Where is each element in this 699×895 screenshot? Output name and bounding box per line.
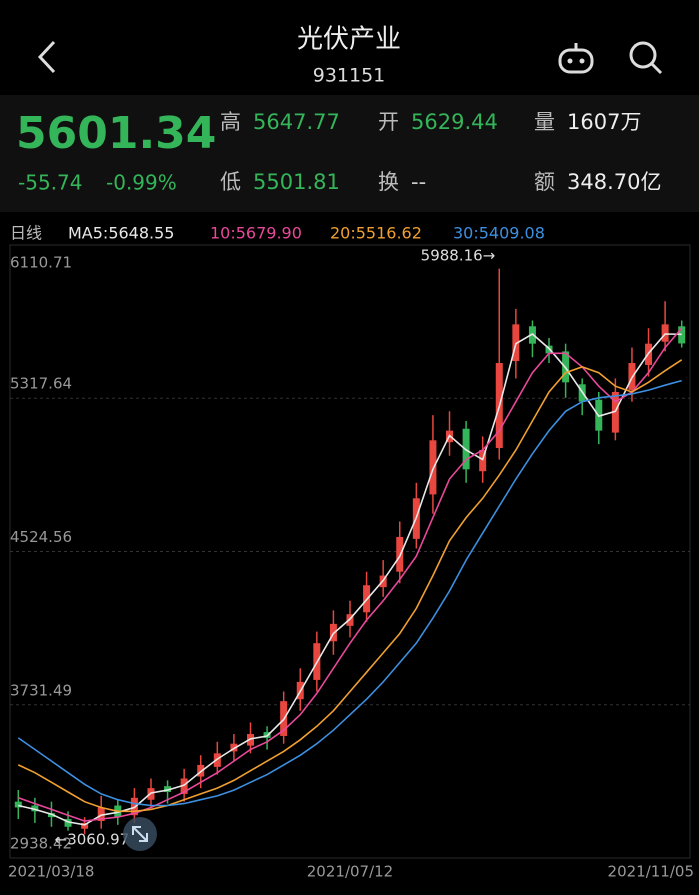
field-label: 低 — [220, 170, 241, 194]
field-label: 换 — [378, 170, 399, 194]
candle-body — [164, 786, 172, 792]
candle-body — [64, 819, 72, 827]
search-icon[interactable] — [629, 41, 663, 75]
field-value: 5629.44 — [411, 110, 498, 134]
period: 日线 — [10, 224, 42, 243]
field-label: 量 — [534, 110, 555, 134]
candle-body — [479, 449, 487, 472]
ma-line — [18, 327, 683, 822]
field-label: 额 — [534, 170, 555, 194]
field-value: 1607万 — [567, 110, 641, 134]
ma-line — [17, 359, 683, 813]
price: 5601.34 — [16, 108, 216, 159]
candle-body — [661, 324, 669, 342]
legend-entry: 30:5409.08 — [453, 224, 545, 243]
code: 931151 — [313, 65, 386, 87]
back-button[interactable] — [37, 40, 56, 74]
quote-panel — [0, 95, 699, 210]
field-label: 开 — [378, 110, 399, 134]
x-tick-label: 2021/07/12 — [307, 863, 393, 881]
field-value: 5647.77 — [253, 110, 340, 134]
candle-body — [180, 778, 188, 794]
candle-body — [213, 753, 221, 767]
y-tick-label: 2938.42 — [10, 835, 72, 853]
field-value: 5501.81 — [253, 170, 340, 194]
candle-body — [429, 440, 437, 495]
y-tick-label: 3731.49 — [10, 681, 72, 699]
field-value: -- — [411, 170, 426, 194]
legend-entry: 20:5516.62 — [330, 224, 422, 243]
candle-body — [14, 801, 22, 808]
robot-icon[interactable] — [558, 43, 594, 74]
candle-body — [611, 391, 619, 433]
candle-body — [230, 743, 238, 752]
title: 光伏产业 — [297, 25, 401, 55]
field-label: 高 — [220, 110, 241, 134]
change: -55.74 — [18, 171, 82, 195]
change-pct: -0.99% — [106, 171, 177, 195]
ma-line — [17, 379, 682, 807]
ma-line — [18, 333, 682, 826]
expand-button[interactable] — [123, 817, 157, 851]
candle-body — [47, 813, 55, 818]
top-bar — [0, 0, 699, 95]
candle-body — [31, 805, 39, 812]
candle-body — [97, 807, 105, 821]
candle-body — [81, 822, 89, 829]
x-tick-label: 2021/11/05 — [608, 863, 694, 881]
field-value: 348.70亿 — [567, 170, 661, 194]
legend-entry: MA5:5648.55 — [68, 224, 174, 243]
legend-entry: 10:5679.90 — [210, 224, 302, 243]
y-tick-label: 6110.71 — [10, 254, 72, 272]
candle-body — [512, 324, 520, 362]
max-annotation: 5988.16→ — [421, 247, 496, 265]
y-tick-label: 5317.64 — [10, 375, 72, 393]
candle-body — [678, 326, 686, 344]
y-tick-label: 4524.56 — [10, 528, 72, 546]
min-annotation: ←3060.97 — [55, 831, 130, 849]
x-tick-label: 2021/03/18 — [8, 863, 94, 881]
